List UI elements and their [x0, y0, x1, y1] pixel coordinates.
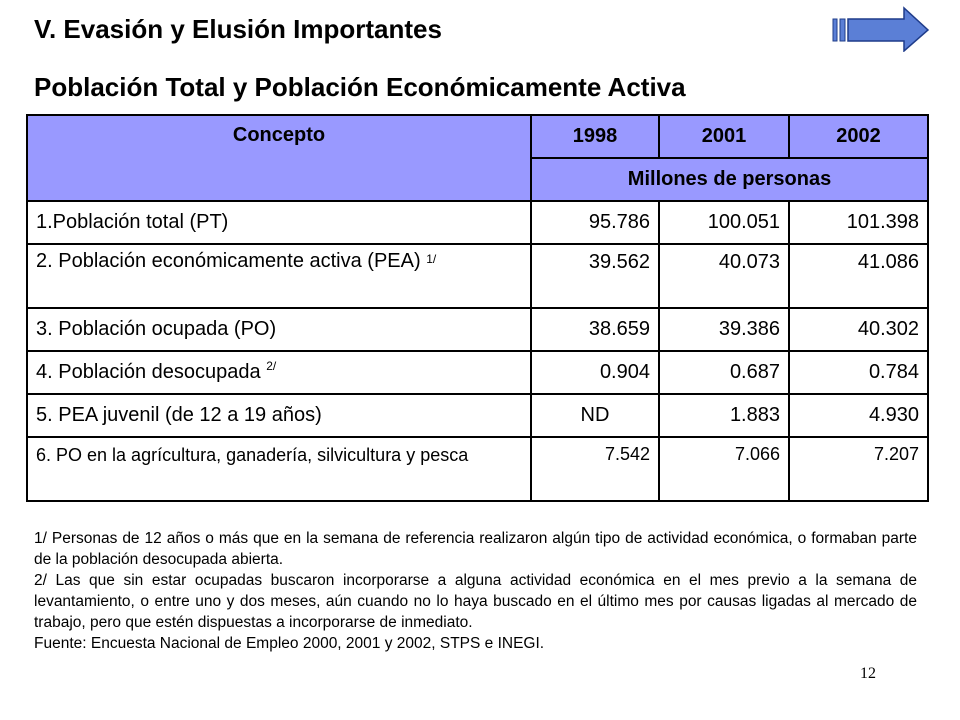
cell-1998: ND	[530, 393, 660, 438]
cell-2001: 39.386	[658, 307, 790, 352]
table-row: 2. Población económicamente activa (PEA)…	[26, 243, 929, 309]
cell-2001: 7.066	[658, 436, 790, 502]
cell-2001: 1.883	[658, 393, 790, 438]
table-title: Población Total y Población Económicamen…	[34, 72, 686, 102]
row-label-cell: 2. Población económicamente activa (PEA)…	[26, 243, 532, 309]
table-row: 4. Población desocupada 2/ 0.904 0.687 0…	[26, 350, 929, 395]
row-label: 6. PO en la agrícultura, ganadería, silv…	[26, 436, 532, 502]
cell-1998: 38.659	[530, 307, 660, 352]
cell-1998: 39.562	[530, 243, 660, 309]
table-row: 1.Población total (PT) 95.786 100.051 10…	[26, 200, 929, 245]
cell-2002: 0.784	[788, 350, 929, 395]
cell-1998: 7.542	[530, 436, 660, 502]
row-label: 2. Población económicamente activa (PEA)	[36, 250, 421, 272]
footnote-1: 1/ Personas de 12 años o más que en la s…	[34, 530, 917, 568]
header-year-1998: 1998	[530, 114, 660, 159]
row-label: 3. Población ocupada (PO)	[26, 307, 532, 352]
cell-2001: 100.051	[658, 200, 790, 245]
footnote-ref: 2/	[266, 359, 277, 373]
header-units: Millones de personas	[530, 157, 929, 202]
cell-2002: 41.086	[788, 243, 929, 309]
population-table: Concepto 1998 2001 2002 Millones de pers…	[26, 114, 929, 502]
footnotes: 1/ Personas de 12 años o más que en la s…	[34, 528, 917, 654]
cell-2001: 0.687	[658, 350, 790, 395]
row-label-cell: 4. Población desocupada 2/	[26, 350, 532, 395]
cell-1998: 95.786	[530, 200, 660, 245]
header-year-2002: 2002	[788, 114, 929, 159]
table-row: 3. Población ocupada (PO) 38.659 39.386 …	[26, 307, 929, 352]
table-row: 6. PO en la agrícultura, ganadería, silv…	[26, 436, 929, 502]
row-label: 4. Población desocupada	[36, 361, 261, 383]
row-label: 5. PEA juvenil (de 12 a 19 años)	[26, 393, 532, 438]
row-label: 1.Población total (PT)	[26, 200, 532, 245]
section-title: V. Evasión y Elusión Importantes	[34, 14, 442, 44]
page-number: 12	[860, 665, 876, 682]
cell-2002: 4.930	[788, 393, 929, 438]
footnote-ref: 1/	[426, 252, 437, 266]
table-row: 5. PEA juvenil (de 12 a 19 años) ND 1.88…	[26, 393, 929, 438]
next-arrow-icon[interactable]	[832, 6, 930, 52]
cell-1998: 0.904	[530, 350, 660, 395]
source-note: Fuente: Encuesta Nacional de Empleo 2000…	[34, 635, 545, 652]
cell-2002: 7.207	[788, 436, 929, 502]
cell-2002: 40.302	[788, 307, 929, 352]
footnote-2: 2/ Las que sin estar ocupadas buscaron i…	[34, 572, 917, 631]
cell-2001: 40.073	[658, 243, 790, 309]
cell-2002: 101.398	[788, 200, 929, 245]
header-year-2001: 2001	[658, 114, 790, 159]
header-concept: Concepto	[26, 114, 532, 202]
